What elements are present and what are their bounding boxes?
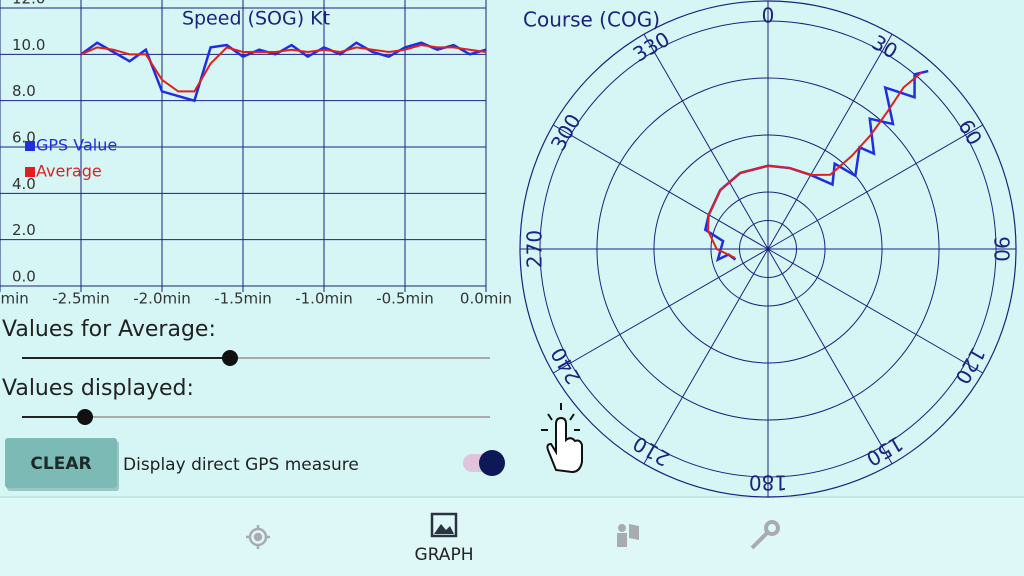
legend-label: GPS Value bbox=[36, 136, 117, 155]
y-tick-label: 10.0 bbox=[12, 36, 45, 54]
angle-label: 180 bbox=[749, 471, 787, 495]
y-tick-label: 2.0 bbox=[12, 221, 36, 239]
grid-spoke bbox=[767, 248, 984, 374]
data-line bbox=[707, 71, 922, 259]
grid-spoke bbox=[552, 124, 769, 250]
legend-label: Average bbox=[36, 162, 102, 181]
x-tick-label: 0.0min bbox=[460, 290, 512, 308]
legend-swatch bbox=[25, 167, 35, 177]
x-tick-label: -2.5min bbox=[52, 290, 110, 308]
slider-label: Values displayed: bbox=[2, 376, 194, 401]
slider-label: Values for Average: bbox=[2, 317, 216, 342]
tab-label[interactable]: GRAPH bbox=[415, 545, 474, 565]
data-line bbox=[80, 41, 487, 103]
x-tick-label: -0.5min bbox=[376, 290, 434, 308]
toggle-knob[interactable] bbox=[479, 450, 505, 476]
legend-swatch bbox=[25, 141, 35, 151]
chart-title: Course (COG) bbox=[523, 8, 660, 32]
grid-spoke bbox=[767, 33, 893, 250]
grid-spoke bbox=[643, 248, 769, 465]
grid-spoke bbox=[767, 248, 893, 465]
y-tick-label: 12.0 bbox=[12, 0, 45, 8]
data-line bbox=[80, 44, 487, 93]
position-tab[interactable] bbox=[246, 525, 270, 549]
angle-label: 0 bbox=[762, 4, 775, 28]
clear-button[interactable] bbox=[5, 438, 117, 488]
slider-thumb[interactable] bbox=[77, 409, 93, 425]
toggle-label: Display direct GPS measure bbox=[123, 455, 359, 475]
grid-spoke bbox=[767, 124, 984, 250]
y-tick-label: 8.0 bbox=[12, 82, 36, 100]
x-tick-label: -2.0min bbox=[133, 290, 191, 308]
chart-title: Speed (SOG) Kt bbox=[182, 8, 330, 30]
people-tab[interactable] bbox=[617, 524, 639, 547]
angle-label: 90 bbox=[990, 236, 1014, 261]
nav-bar bbox=[0, 497, 1024, 576]
angle-label: 270 bbox=[523, 230, 547, 268]
y-tick-label: 0.0 bbox=[12, 268, 36, 286]
button-label[interactable]: CLEAR bbox=[30, 454, 91, 474]
settings-tab[interactable] bbox=[750, 520, 780, 550]
grid-spoke bbox=[643, 33, 769, 250]
x-tick-label: -1.5min bbox=[214, 290, 272, 308]
data-line bbox=[703, 69, 929, 262]
grid-spoke bbox=[552, 248, 769, 374]
slider-thumb[interactable] bbox=[222, 350, 238, 366]
speed-chart: 0.02.04.06.08.010.012.0-3.0min-2.5min-2.… bbox=[0, 0, 512, 308]
y-tick-label: 4.0 bbox=[12, 175, 36, 193]
x-tick-label: -3.0min bbox=[0, 290, 29, 308]
touch-icon bbox=[541, 403, 583, 474]
graph-tab-icon[interactable] bbox=[430, 512, 458, 538]
x-tick-label: -1.0min bbox=[295, 290, 353, 308]
